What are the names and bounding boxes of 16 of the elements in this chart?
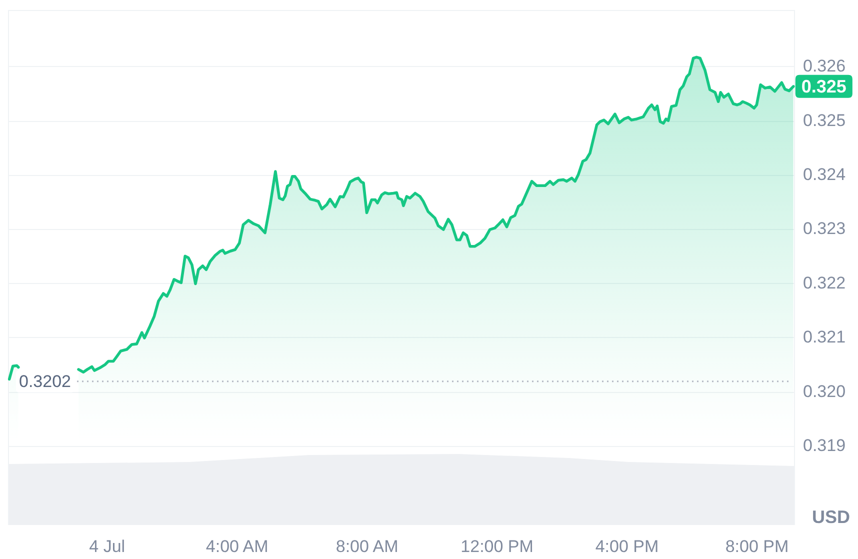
y-axis-title: USD <box>812 506 850 527</box>
y-tick-label: 0.325 <box>803 110 846 130</box>
y-tick-label: 0.319 <box>803 436 846 456</box>
y-tick-label: 0.320 <box>803 382 846 401</box>
ref-line-label: 0.3202 <box>19 372 71 392</box>
x-tick-label: 4:00 AM <box>206 536 268 556</box>
y-tick-label: 0.322 <box>803 273 846 292</box>
x-tick-label: 12:00 PM <box>460 536 534 556</box>
y-tick-label: 0.324 <box>803 165 846 184</box>
y-tick-label: 0.326 <box>803 56 846 76</box>
x-tick-label: 4 Jul <box>89 536 126 556</box>
y-tick-label: 0.321 <box>803 328 846 347</box>
x-tick-label: 8:00 AM <box>336 536 398 556</box>
y-tick-label: 0.323 <box>803 219 846 238</box>
x-tick-label: 8:00 PM <box>725 536 789 556</box>
x-tick-label: 4:00 PM <box>595 536 659 556</box>
